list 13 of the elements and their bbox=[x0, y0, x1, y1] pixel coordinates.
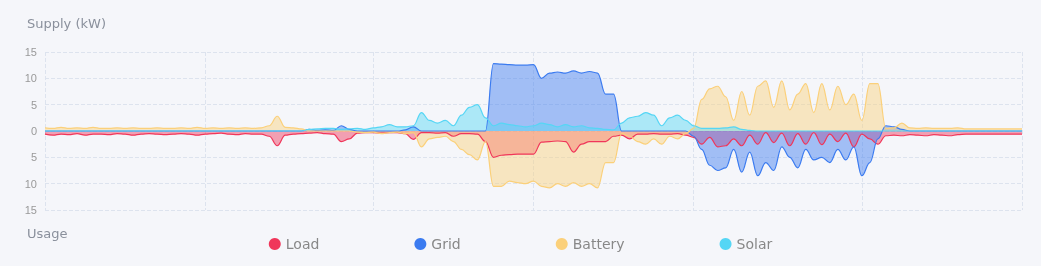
y-tick-label: 0 bbox=[30, 125, 37, 137]
text: Usage bbox=[27, 226, 68, 241]
y-tick-label: 10 bbox=[24, 177, 37, 190]
y-tick-label: 5 bbox=[30, 151, 37, 164]
legend-label: Load bbox=[285, 236, 320, 252]
legend-label: Grid bbox=[431, 236, 461, 252]
y-tick-label: 15 bbox=[24, 46, 37, 58]
legend-label: Solar bbox=[736, 236, 773, 252]
y-tick-label: 10 bbox=[24, 72, 37, 85]
legend-label: Battery bbox=[572, 236, 625, 252]
y-axis-title: Supply (kW) bbox=[27, 16, 106, 31]
y-tick-label: 15 bbox=[24, 204, 37, 216]
y-tick-label: 5 bbox=[30, 98, 37, 111]
